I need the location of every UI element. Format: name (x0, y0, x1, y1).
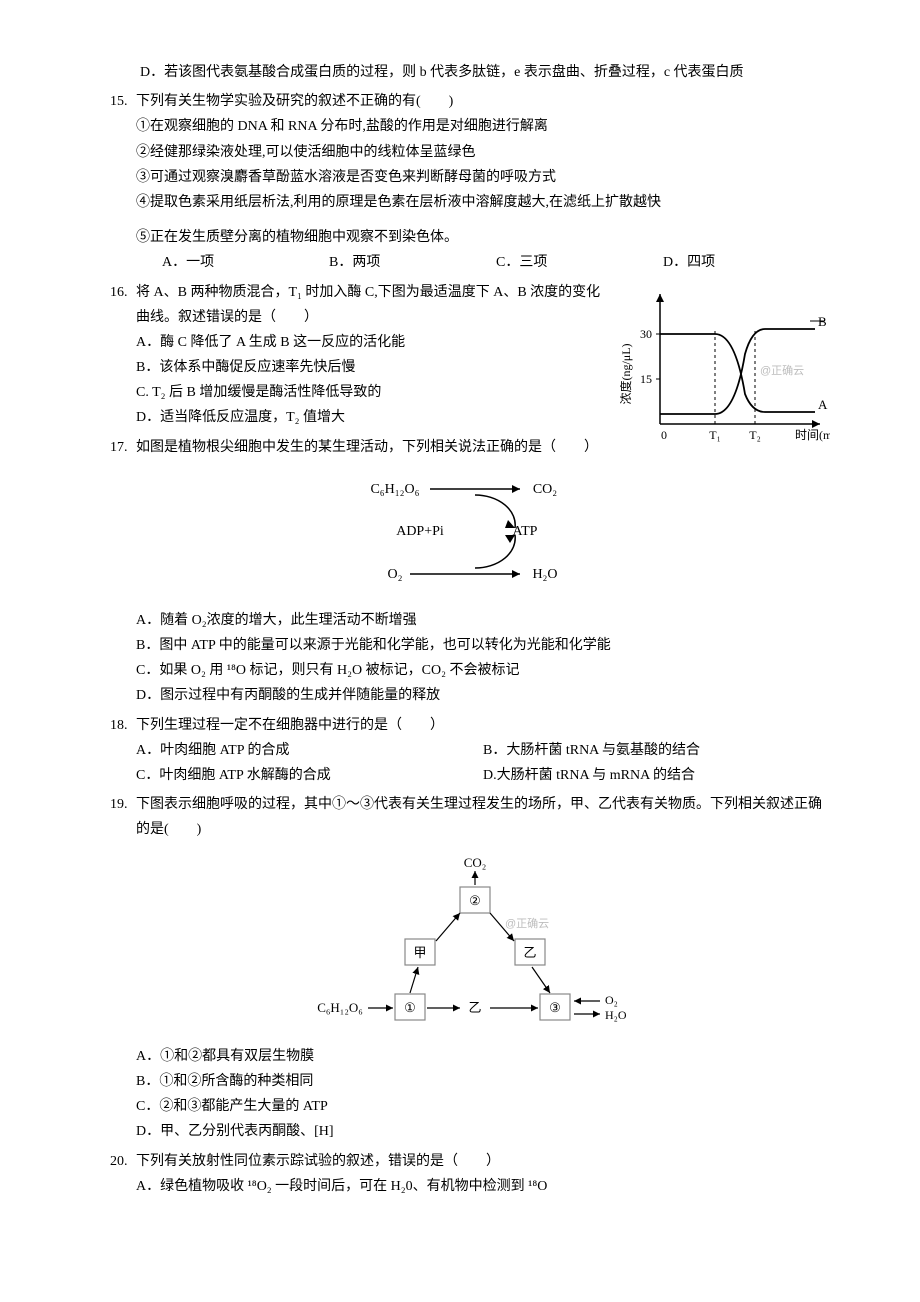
watermark: @正确云 (505, 917, 549, 930)
statement-3: ③可通过观察溴麝香草酚蓝水溶液是否变色来判断酵母菌的呼吸方式 (110, 165, 830, 190)
svg-text:C₆H₁₂O₆: C₆H₁₂O₆ (370, 482, 419, 497)
svg-text:CO₂: CO₂ (464, 855, 487, 870)
x-t1: T₁ (709, 428, 721, 442)
question-number: 20. (110, 1149, 136, 1174)
option-b: B．两项 (329, 250, 496, 275)
question-17: 17. 如图是植物根尖细胞中发生的某生理活动，下列相关说法正确的是（ ） C₆H… (110, 435, 830, 709)
option-d: D．四项 (663, 250, 830, 275)
question-stem: 将 A、B 两种物质混合，T₁ 时加入酶 C,下图为最适温度下 A、B 浓度的变… (136, 280, 610, 330)
option-d: D．甲、乙分别代表丙酮酸、[H] (136, 1119, 830, 1144)
option-c: C．②和③都能产生大量的 ATP (136, 1094, 830, 1119)
question-number: 18. (110, 713, 136, 738)
respiration-cycle-figure: C₆H₁₂O₆ CO₂ ADP+Pi ATP O₂ H₂O (110, 473, 830, 602)
question-stem: 下列有关生物学实验及研究的叙述不正确的有( ) (136, 89, 830, 114)
question-number: 15. (110, 89, 136, 114)
question-number: 19. (110, 792, 136, 817)
watermark: @正确云 (760, 364, 804, 377)
line-a-label: A (818, 397, 828, 412)
x-axis-label: 时间(min) (795, 428, 830, 442)
x-t2: T₂ (749, 428, 761, 442)
question-number: 17. (110, 435, 136, 460)
option-b: B．①和②所含酶的种类相同 (136, 1069, 830, 1094)
svg-text:O₂: O₂ (388, 567, 403, 582)
svg-text:H₂O: H₂O (605, 1008, 627, 1022)
question-14-partial: D．若该图代表氨基酸合成蛋白质的过程，则 b 代表多肽链，e 表示盘曲、折叠过程… (110, 60, 830, 85)
option-a: A．叶肉细胞 ATP 的合成 (136, 738, 483, 763)
option-c: C．三项 (496, 250, 663, 275)
question-15: 15. 下列有关生物学实验及研究的叙述不正确的有( ) ①在观察细胞的 DNA … (110, 89, 830, 275)
svg-text:①: ① (404, 1000, 416, 1015)
option-a: A．绿色植物吸收 ¹⁸O₂ 一段时间后，可在 H₂0、有机物中检测到 ¹⁸O (136, 1174, 830, 1199)
svg-text:乙: 乙 (523, 945, 536, 960)
question-stem: 下列生理过程一定不在细胞器中进行的是（ ） (136, 713, 830, 738)
svg-text:O₂: O₂ (605, 993, 618, 1007)
option-d: D．图示过程中有丙酮酸的生成并伴随能量的释放 (136, 683, 830, 708)
ytick-30: 30 (640, 327, 652, 341)
y-axis-label: 浓度(ng/μL) (620, 343, 633, 404)
option-c: C．如果 O₂ 用 ¹⁸O 标记，则只有 H₂O 被标记，CO₂ 不会被标记 (136, 658, 830, 683)
svg-text:②: ② (469, 893, 481, 908)
svg-text:0: 0 (661, 428, 667, 442)
ytick-15: 15 (640, 372, 652, 386)
svg-text:ADP+Pi: ADP+Pi (396, 524, 444, 539)
question-stem: 下图表示细胞呼吸的过程，其中①～③代表有关生理过程发生的场所，甲、乙代表有关物质… (136, 792, 830, 842)
statement-4: ④提取色素采用纸层析法,利用的原理是色素在层析液中溶解度越大,在滤纸上扩散越快 (110, 190, 830, 215)
svg-text:ATP: ATP (513, 524, 538, 539)
option-d: D．若该图代表氨基酸合成蛋白质的过程，则 b 代表多肽链，e 表示盘曲、折叠过程… (140, 65, 744, 80)
question-20: 20. 下列有关放射性同位素示踪试验的叙述，错误的是（ ） A．绿色植物吸收 ¹… (110, 1149, 830, 1199)
option-d: D.大肠杆菌 tRNA 与 mRNA 的结合 (483, 763, 830, 788)
option-c: C．叶肉细胞 ATP 水解酶的合成 (136, 763, 483, 788)
respiration-flow-figure: CO₂ ② 甲 乙 ① ③ C₆H₁₂O₆ 乙 O₂ H₂O (110, 849, 830, 1038)
svg-text:甲: 甲 (413, 945, 426, 960)
svg-text:CO₂: CO₂ (533, 482, 557, 497)
svg-text:③: ③ (549, 1000, 561, 1015)
option-b: B．图中 ATP 中的能量可以来源于光能和化学能，也可以转化为光能和化学能 (136, 633, 830, 658)
statement-2: ②经健那绿染液处理,可以使活细胞中的线粒体呈蓝绿色 (110, 140, 830, 165)
option-d-text: 若该图代表氨基酸合成蛋白质的过程，则 b 代表多肽链，e 表示盘曲、折叠过程，c… (164, 65, 743, 80)
option-a: A．一项 (162, 250, 329, 275)
question-18: 18. 下列生理过程一定不在细胞器中进行的是（ ） A．叶肉细胞 ATP 的合成… (110, 713, 830, 789)
concentration-chart: 15 30 T₁ T₂ 0 B A 浓度(ng/μL) 时间(min) @正确云 (620, 284, 830, 463)
question-stem: 下列有关放射性同位素示踪试验的叙述，错误的是（ ） (136, 1149, 830, 1174)
question-19: 19. 下图表示细胞呼吸的过程，其中①～③代表有关生理过程发生的场所，甲、乙代表… (110, 792, 830, 1144)
svg-text:C₆H₁₂O₆: C₆H₁₂O₆ (317, 1000, 363, 1015)
statement-5: ⑤正在发生质壁分离的植物细胞中观察不到染色体。 (110, 225, 830, 250)
question-stem: 如图是植物根尖细胞中发生的某生理活动，下列相关说法正确的是（ ） (136, 435, 610, 460)
statement-1: ①在观察细胞的 DNA 和 RNA 分布时,盐酸的作用是对细胞进行解离 (110, 114, 830, 139)
option-a: A．随着 O₂浓度的增大，此生理活动不断增强 (136, 608, 830, 633)
svg-text:H₂O: H₂O (532, 567, 557, 582)
question-number: 16. (110, 280, 136, 305)
option-a: A．①和②都具有双层生物膜 (136, 1044, 830, 1069)
option-b: B．大肠杆菌 tRNA 与氨基酸的结合 (483, 738, 830, 763)
svg-text:乙: 乙 (468, 1000, 481, 1015)
